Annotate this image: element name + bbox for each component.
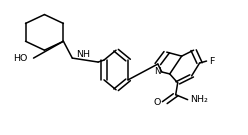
Text: N: N — [154, 68, 161, 76]
Text: F: F — [210, 57, 215, 66]
Text: HO: HO — [14, 54, 28, 63]
Text: NH: NH — [76, 50, 90, 59]
Text: NH₂: NH₂ — [190, 95, 208, 104]
Text: O: O — [154, 98, 161, 107]
